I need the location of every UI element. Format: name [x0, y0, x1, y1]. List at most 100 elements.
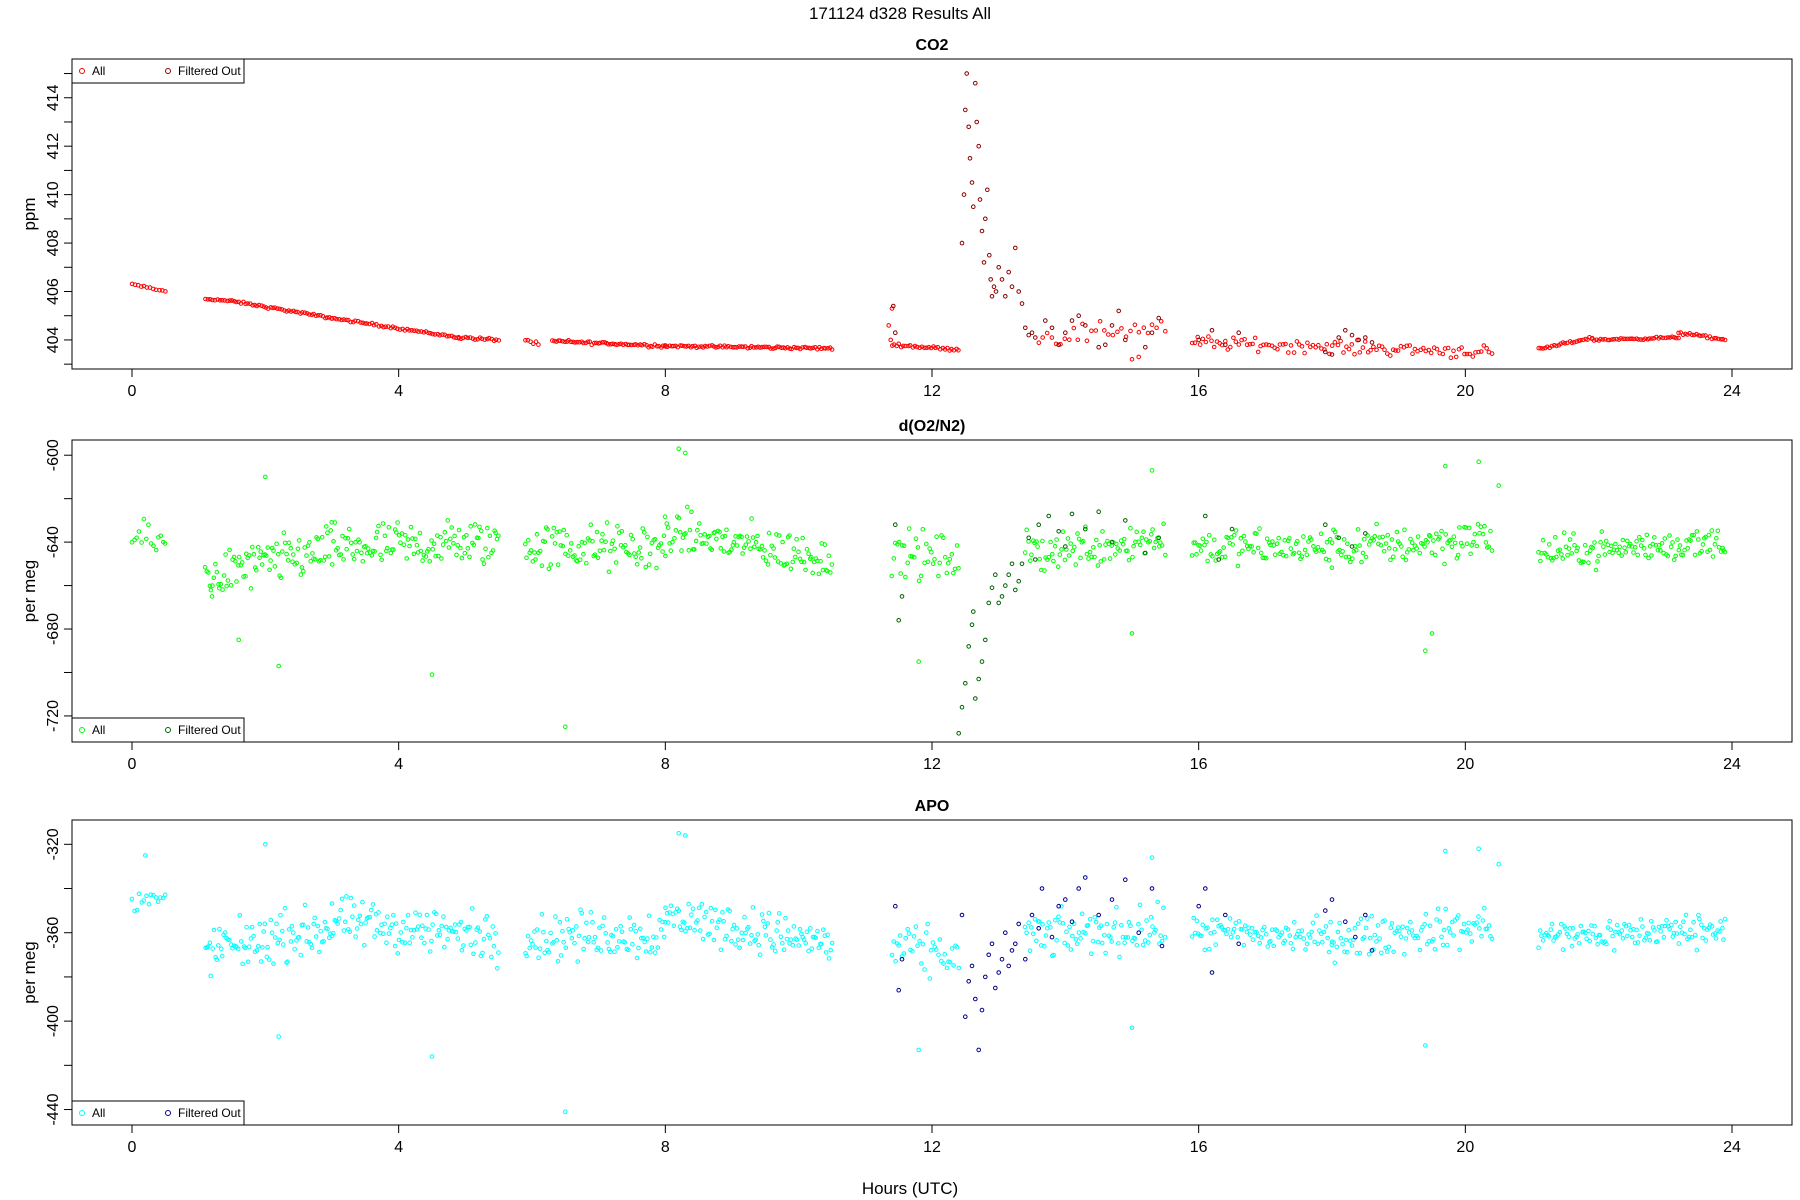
data-point — [747, 941, 753, 946]
data-point — [930, 561, 936, 567]
data-point — [1348, 559, 1353, 565]
data-point — [440, 542, 446, 547]
data-point — [1052, 543, 1058, 549]
data-point — [1691, 919, 1696, 925]
data-point — [1369, 913, 1374, 919]
data-point — [1299, 928, 1305, 934]
data-point — [1051, 558, 1056, 564]
data-point — [1478, 524, 1484, 530]
data-point — [1617, 544, 1622, 550]
data-point — [1649, 553, 1654, 558]
data-point — [1697, 916, 1702, 922]
panel-title-o2n2: d(O2/N2) — [899, 418, 966, 435]
data-point — [1019, 301, 1025, 306]
data-point — [679, 548, 684, 553]
data-point — [420, 923, 425, 929]
data-point — [1412, 346, 1418, 352]
data-point — [1040, 335, 1045, 340]
data-point — [956, 965, 962, 971]
data-point — [242, 945, 248, 951]
data-point — [304, 311, 310, 316]
legend-marker-apo — [165, 1110, 171, 1116]
x-tick-label-o2n2: 8 — [661, 756, 670, 773]
data-point — [430, 547, 436, 552]
data-point — [465, 335, 471, 341]
data-point — [1634, 927, 1639, 933]
data-point — [220, 587, 225, 592]
data-point — [752, 544, 757, 550]
data-point — [1189, 553, 1195, 558]
data-point — [670, 539, 675, 545]
data-point — [1203, 886, 1208, 891]
data-point — [317, 949, 322, 955]
data-point — [322, 554, 328, 560]
data-point — [1163, 328, 1168, 334]
data-point — [1096, 509, 1101, 515]
data-point — [1053, 917, 1058, 923]
data-point — [1621, 336, 1626, 342]
data-point — [576, 543, 582, 549]
data-point — [386, 931, 392, 936]
data-point — [263, 842, 268, 847]
figure-suptitle: 171124 d328 Results All — [809, 4, 991, 23]
data-point — [1565, 552, 1570, 558]
data-point — [956, 566, 961, 571]
data-point — [150, 286, 156, 292]
data-point — [649, 945, 655, 950]
data-point — [208, 587, 214, 593]
data-point — [542, 950, 548, 956]
data-point — [284, 309, 290, 314]
data-point — [917, 345, 923, 351]
data-point — [528, 548, 534, 553]
data-point — [963, 681, 968, 686]
data-point — [1096, 344, 1101, 350]
data-point — [1669, 334, 1675, 340]
data-point — [920, 527, 926, 532]
data-point — [236, 637, 241, 643]
data-point — [1323, 924, 1329, 929]
data-point — [1288, 343, 1294, 348]
data-point — [411, 927, 417, 933]
data-point — [224, 583, 229, 589]
data-point — [932, 557, 937, 562]
data-point — [634, 562, 640, 567]
data-point — [552, 541, 558, 546]
data-point — [354, 926, 360, 931]
data-point — [444, 334, 450, 339]
data-point — [1464, 541, 1470, 547]
data-point — [480, 950, 485, 956]
data-point — [256, 943, 261, 949]
data-point — [264, 954, 270, 960]
data-point — [277, 937, 282, 943]
data-point — [1611, 547, 1617, 553]
data-point — [961, 192, 967, 197]
data-point — [740, 344, 746, 350]
data-point — [1092, 554, 1097, 560]
data-point — [480, 557, 485, 562]
data-point — [1336, 535, 1341, 541]
legend-marker-co2 — [79, 68, 85, 74]
data-point — [134, 907, 140, 913]
data-point — [800, 345, 805, 350]
data-point — [208, 973, 213, 979]
data-point — [1676, 547, 1682, 553]
data-point — [588, 522, 594, 528]
data-point — [341, 557, 346, 562]
data-point — [1078, 555, 1083, 561]
data-point — [313, 313, 319, 319]
data-point — [639, 342, 645, 348]
data-point — [1036, 522, 1041, 528]
data-point — [419, 935, 424, 941]
data-point — [1474, 920, 1479, 926]
plot-frame-apo — [71, 819, 1793, 1126]
data-point — [702, 914, 707, 920]
data-point — [603, 539, 608, 545]
data-point — [1317, 548, 1322, 553]
data-point — [451, 541, 456, 546]
data-point — [532, 550, 537, 555]
data-point — [569, 541, 574, 546]
data-point — [1616, 550, 1622, 556]
data-point — [768, 937, 773, 942]
data-point — [1536, 945, 1541, 951]
data-point — [746, 539, 751, 544]
